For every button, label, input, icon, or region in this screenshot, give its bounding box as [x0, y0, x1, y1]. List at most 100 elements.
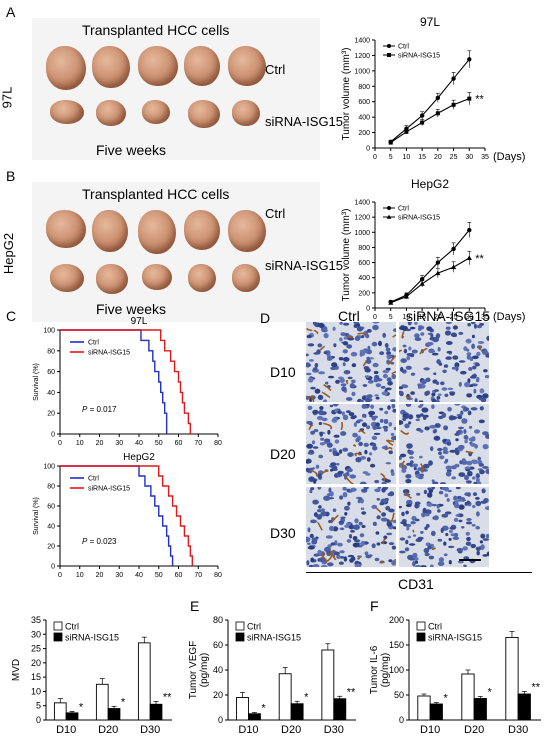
- data-point: [420, 120, 425, 125]
- series-line-sirna-isg15: [390, 257, 470, 304]
- panel-d-row-d30: D30: [270, 525, 296, 541]
- significance-mark: **: [347, 686, 356, 698]
- y-tick-label: 40: [47, 390, 55, 397]
- y-tick-label: 80: [213, 615, 223, 625]
- y-tick-label: 200: [358, 130, 370, 137]
- data-point: [388, 300, 394, 305]
- bar-sirna-isg15-d30: [333, 698, 347, 721]
- tumor-ctrl: [138, 46, 178, 86]
- panel-b-cell-line: HepG2: [1, 232, 17, 275]
- data-point: [451, 102, 456, 107]
- data-point: [404, 129, 409, 134]
- panel-label-d: D: [260, 310, 271, 326]
- x-tick-label: 80: [214, 572, 222, 579]
- y-tick-label: 20: [213, 690, 223, 700]
- significance-mark: *: [261, 703, 266, 715]
- data-point: [435, 270, 441, 276]
- panel-a-ctrl-label: Ctrl: [265, 62, 286, 77]
- panel-label-a: A: [6, 4, 16, 20]
- y-tick-label: 1200: [354, 215, 370, 222]
- bar-sirna-isg15-d20: [107, 708, 121, 721]
- ihc-tile-sirna-d10: [399, 322, 489, 402]
- scale-bar: [459, 559, 481, 561]
- tumor-sirna: [232, 264, 260, 292]
- data-point: [403, 294, 410, 299]
- panel-label-c: C: [6, 308, 17, 324]
- tumor-ctrl: [92, 210, 128, 252]
- tumor-sirna: [50, 264, 84, 292]
- y-tick-label: 600: [358, 99, 370, 106]
- ihc-tile-ctrl-d10: [306, 322, 396, 402]
- y-tick-label: 0: [51, 432, 55, 439]
- tumor-ctrl: [92, 46, 130, 88]
- y-tick-label: 150: [389, 640, 404, 650]
- bar-sirna-isg15-d10: [429, 703, 443, 721]
- data-point: [451, 246, 456, 252]
- tumor-sirna: [142, 100, 170, 124]
- p-value: P = 0.023: [82, 537, 117, 546]
- bar-ctrl-d10: [417, 695, 431, 721]
- ihc-tile-ctrl-d30: [306, 487, 396, 567]
- x-tick-label: 30: [465, 154, 473, 161]
- bar-sirna-isg15-d30: [517, 693, 531, 721]
- y-axis-label-line: (pg/mg): [199, 653, 210, 687]
- y-tick-label: 1000: [354, 68, 370, 75]
- survival-curve-sirna-isg15: [60, 465, 194, 566]
- y-tick-label: 15: [31, 672, 41, 682]
- bar-sirna-isg15-d30: [149, 703, 163, 721]
- survival-curve-sirna-isg15: [60, 329, 192, 434]
- panel-a-photo: [32, 18, 320, 160]
- panel-label-f: F: [370, 598, 379, 614]
- ihc-tile-ctrl-d20: [306, 404, 396, 484]
- tumor-sirna: [50, 100, 84, 124]
- tumor-ctrl: [228, 210, 266, 252]
- y-tick-label: 200: [358, 290, 370, 297]
- x-tick-label: 20: [96, 572, 104, 579]
- y-tick-label: 5: [36, 701, 41, 711]
- tumor-sirna: [232, 100, 260, 126]
- x-tick-label: 20: [434, 314, 442, 321]
- bar-ctrl-d30: [137, 642, 151, 721]
- bar-sirna-isg15-d10: [248, 713, 261, 721]
- y-tick-label: 0: [366, 306, 370, 313]
- y-tick-label: 0: [366, 146, 370, 153]
- tumor-ctrl: [184, 210, 220, 250]
- legend-marker: [387, 53, 391, 57]
- tumor-ctrl: [184, 46, 220, 86]
- significance-mark: *: [304, 691, 309, 703]
- y-tick-label: 10: [31, 686, 41, 696]
- x-tick-label: 25: [450, 154, 458, 161]
- x-tick-label: 20: [434, 154, 442, 161]
- bar-ctrl-d30: [505, 637, 519, 721]
- x-tick-label: 20: [96, 440, 104, 447]
- survival-curve-ctrl: [60, 329, 168, 434]
- y-tick-label: 400: [358, 115, 370, 122]
- y-tick-label: 80: [47, 348, 55, 355]
- panel-b-photo: [32, 182, 320, 322]
- x-tick-label: 15: [418, 314, 426, 321]
- chart-title: 97L: [131, 316, 148, 327]
- series-line-ctrl: [390, 58, 470, 143]
- x-tick-label: 40: [135, 440, 143, 447]
- legend-label: siRNA-ISG15: [398, 53, 440, 60]
- tumor-ctrl: [228, 46, 266, 86]
- y-tick-label: 200: [389, 615, 404, 625]
- x-tick-label: 80: [214, 440, 222, 447]
- x-tick-label: 10: [403, 154, 411, 161]
- legend-label: Ctrl: [398, 44, 409, 51]
- x-tick-label: 30: [465, 314, 473, 321]
- legend-label: siRNA-ISG15: [398, 215, 440, 222]
- y-axis-label: Tumor volume (mm³): [341, 209, 352, 302]
- bar-ctrl-d20: [461, 673, 475, 721]
- panel-b-title: Transplanted HCC cells: [82, 186, 230, 202]
- x-tick-label: D10: [56, 724, 76, 736]
- legend-label: siRNA-ISG15: [247, 633, 301, 643]
- chart-b-tumor-volume: HepG2 0 200 400 600 800 1000 1200 1400 0 5 10 15 20 25…: [341, 177, 525, 323]
- data-point: [467, 227, 472, 233]
- panel-a-duration: Five weeks: [96, 142, 167, 158]
- x-tick-label: 60: [175, 440, 183, 447]
- y-tick-label: 1000: [354, 230, 370, 237]
- data-point: [435, 111, 440, 116]
- ihc-tile-sirna-d30: [399, 487, 489, 567]
- legend-marker: [386, 214, 392, 219]
